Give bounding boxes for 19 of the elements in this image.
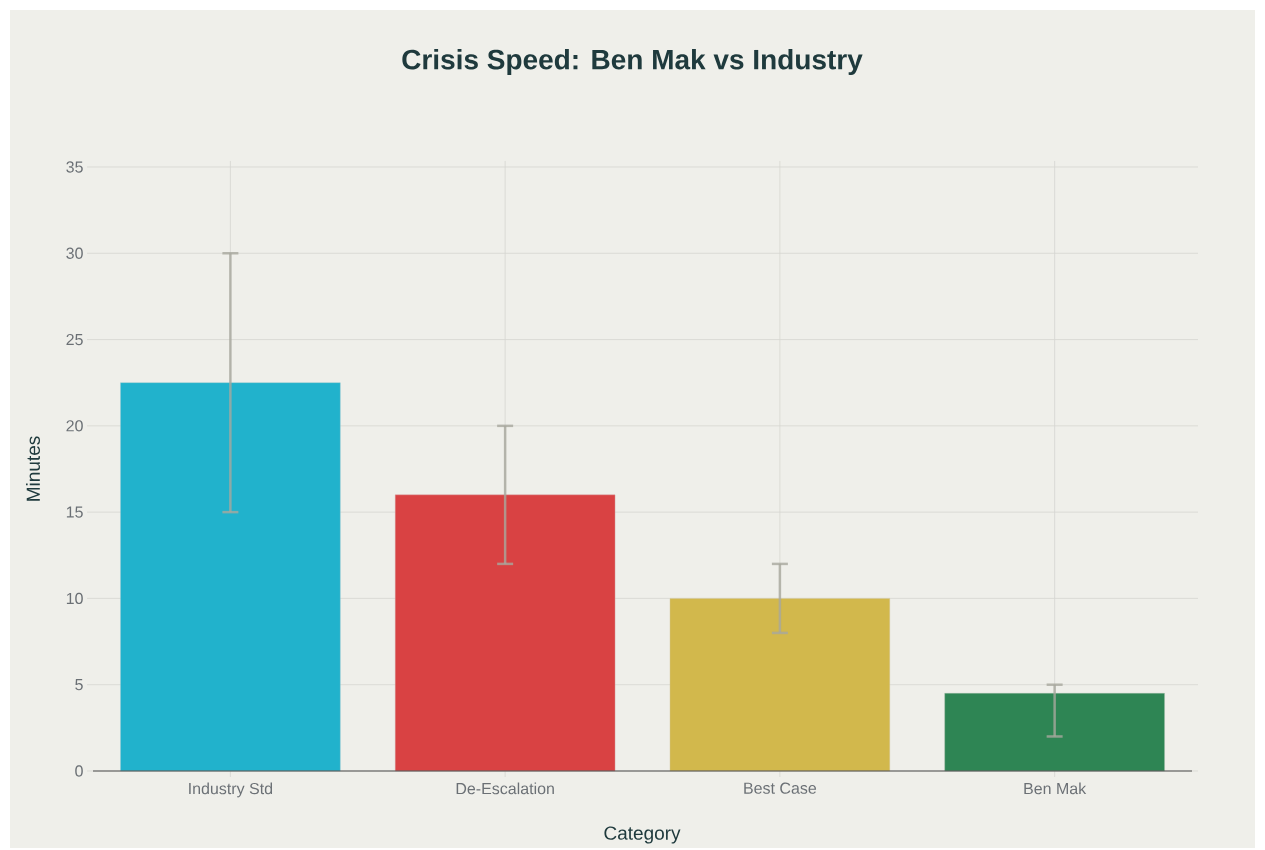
y-tick-label: 10: [66, 592, 83, 605]
bar: [120, 382, 341, 772]
y-tick-label: 15: [66, 506, 83, 518]
x-tick-label: Industry Std: [189, 782, 273, 798]
y-axis-title: Minutes: [26, 436, 40, 501]
x-tick-label: De-Escalation: [456, 782, 554, 795]
y-tick-label: 30: [66, 247, 83, 259]
y-tick-label: 35: [66, 161, 83, 173]
y-tick-label: 25: [66, 333, 83, 346]
bar: [944, 693, 1165, 772]
bar: [669, 598, 890, 772]
y-tick-label: 20: [66, 420, 83, 432]
x-axis-title: Category: [604, 826, 681, 844]
y-tick-label: 0: [75, 765, 83, 777]
bar: [395, 494, 616, 772]
y-tick-label: 5: [75, 679, 83, 691]
x-tick-label: Ben Mak: [1024, 782, 1087, 795]
chart-title: Crisis Speed: Ben Mak vs Industry: [402, 48, 863, 76]
x-tick-label: Best Case: [744, 782, 817, 794]
